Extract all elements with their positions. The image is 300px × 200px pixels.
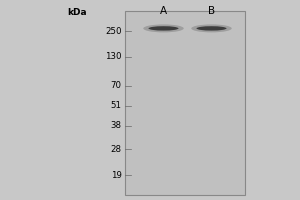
Ellipse shape xyxy=(191,24,232,32)
Text: 250: 250 xyxy=(105,26,122,36)
Text: 130: 130 xyxy=(105,52,122,61)
Ellipse shape xyxy=(143,24,184,32)
Ellipse shape xyxy=(148,26,178,31)
Text: kDa: kDa xyxy=(68,8,87,17)
Text: 70: 70 xyxy=(110,81,122,90)
Text: 38: 38 xyxy=(110,121,122,130)
Text: 19: 19 xyxy=(111,170,122,180)
Ellipse shape xyxy=(196,26,226,31)
Text: 51: 51 xyxy=(110,102,122,110)
Text: A: A xyxy=(160,6,167,16)
Text: B: B xyxy=(208,6,215,16)
Bar xyxy=(124,11,244,195)
Text: 28: 28 xyxy=(110,144,122,154)
